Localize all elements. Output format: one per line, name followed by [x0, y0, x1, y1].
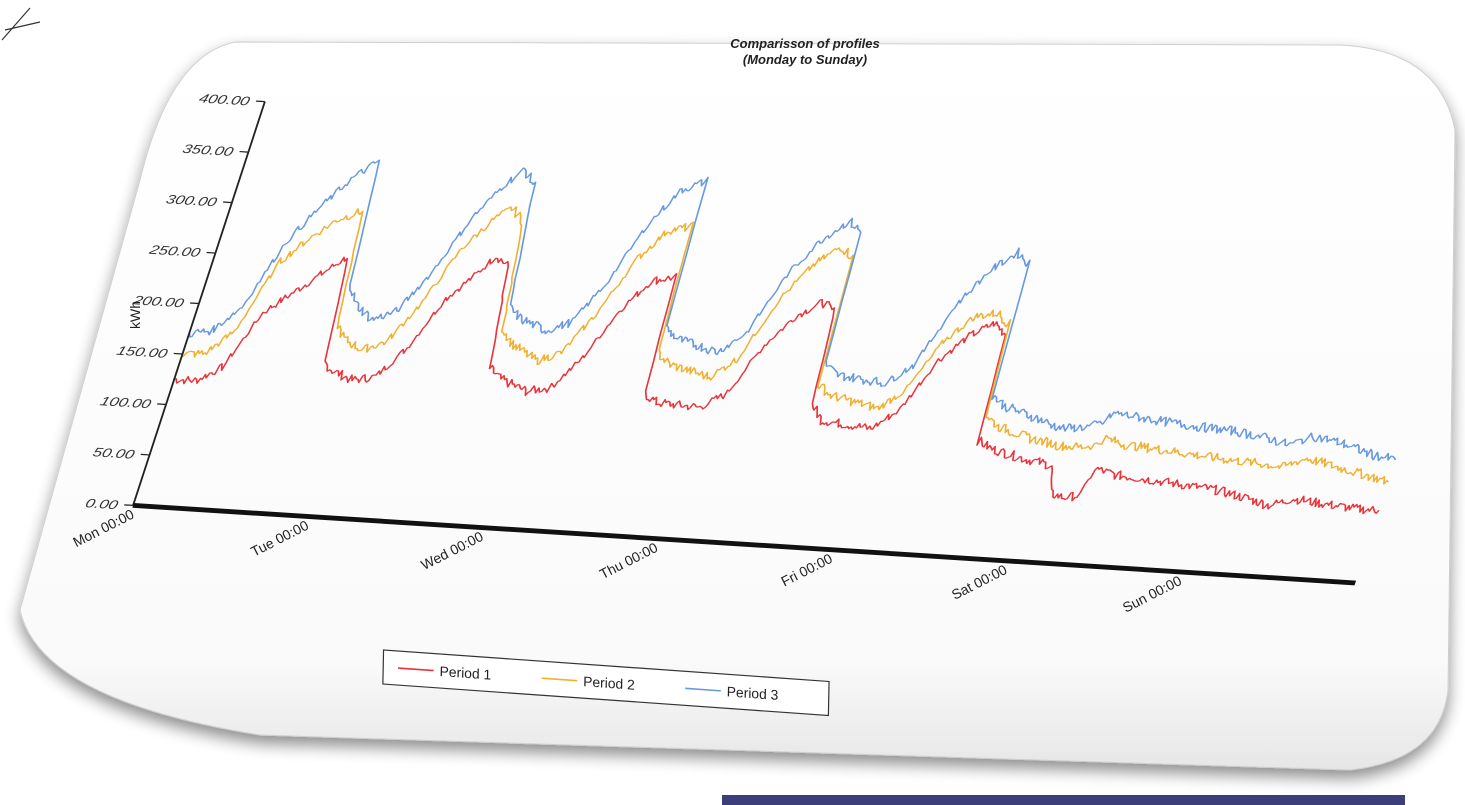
legend-swatch-3: [685, 687, 721, 692]
legend-label-3: Period 3: [727, 683, 779, 703]
legend-label-2: Period 2: [583, 673, 635, 693]
y-tick-label: 0.00: [83, 497, 120, 512]
bottom-strip: [722, 795, 1405, 805]
y-tick-mark: [206, 251, 216, 254]
y-tick-mark: [222, 201, 233, 204]
y-tick-label: 400.00: [197, 92, 252, 109]
y-tick-mark: [239, 150, 249, 153]
y-tick-label: 50.00: [91, 446, 137, 462]
y-tick-mark: [140, 453, 150, 456]
legend-label-1: Period 1: [439, 663, 491, 683]
y-tick-label: 200.00: [130, 294, 186, 311]
y-tick-label: 100.00: [98, 395, 153, 412]
series-line-2: [180, 206, 1389, 485]
chart-title: Comparisson of profiles: [730, 36, 880, 51]
y-axis-label: kWh: [127, 301, 143, 329]
plot-area: 0.00 50.00 100.00 150.00 200.00 250.00 300.00 3…: [83, 92, 1397, 586]
series-layer: [174, 159, 1397, 515]
y-tick-label: 250.00: [146, 244, 202, 261]
y-tick-layer: 0.00 50.00 100.00 150.00 200.00 250.00 300.00 3…: [83, 92, 266, 513]
legend-items: Period 1 Period 2 Period 3: [398, 663, 779, 703]
y-tick-label: 300.00: [164, 193, 219, 210]
y-tick-mark: [173, 352, 183, 355]
legend-box: [382, 649, 830, 717]
y-tick-mark: [189, 302, 200, 305]
y-tick-mark: [156, 403, 167, 406]
y-tick-mark: [255, 100, 266, 103]
series-line-3: [188, 159, 1397, 462]
legend: Period 1 Period 2 Period 3: [382, 649, 830, 717]
corner-scribble: [1, 7, 41, 41]
legend-swatch-2: [541, 677, 578, 682]
y-tick-mark: [124, 504, 134, 507]
series-line-1: [174, 256, 1380, 515]
chart-subtitle: (Monday to Sunday): [743, 52, 867, 67]
y-tick-label: 150.00: [115, 345, 170, 362]
x-axis-line: [132, 503, 1357, 586]
chart-card: [19, 41, 1456, 771]
y-tick-label: 350.00: [181, 143, 236, 160]
y-axis-line: [132, 101, 266, 506]
legend-swatch-1: [398, 667, 434, 672]
